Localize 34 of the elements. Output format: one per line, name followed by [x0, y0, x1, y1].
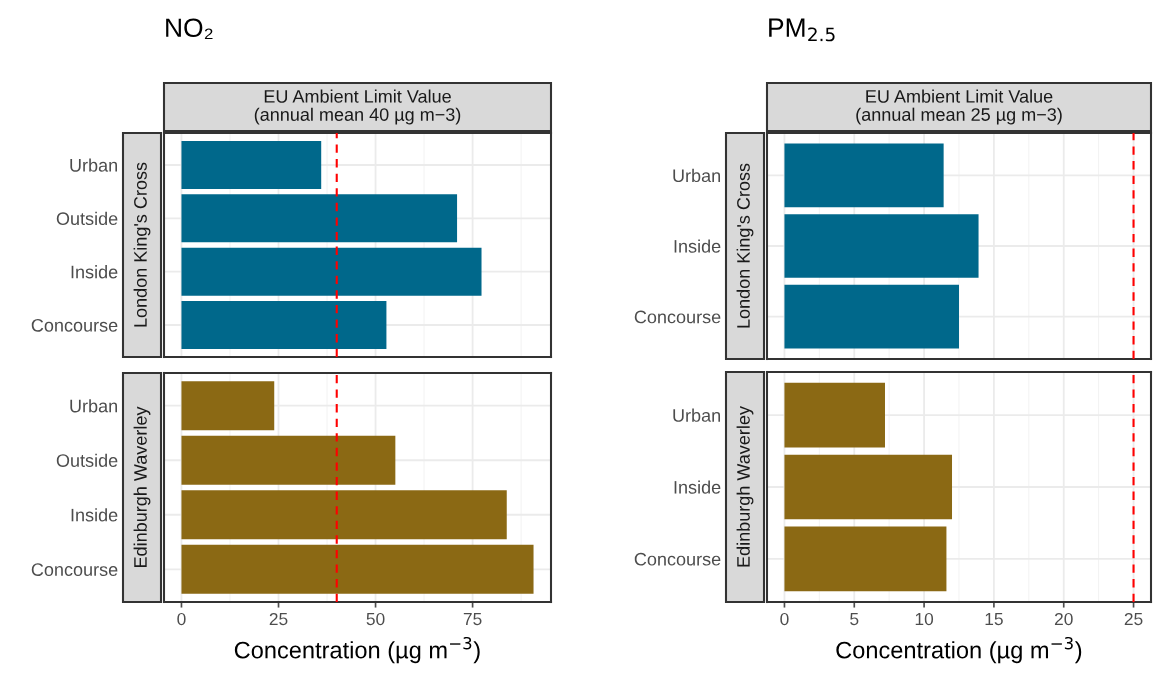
y-tick-label: Urban [70, 399, 117, 413]
x-tick-label: 10 [915, 612, 934, 626]
x-axis-title: Concentration (µg m$^{−3}$) [836, 636, 1082, 664]
y-tick-label: Concourse [634, 310, 721, 324]
y-tick-label: Urban [673, 168, 720, 183]
x-tick-label: 50 [366, 612, 385, 626]
y-tick-label: Urban [70, 158, 117, 172]
x-tick-label: 25 [269, 612, 288, 626]
y-tick-label: Inside [674, 480, 721, 494]
chart-subtitle: EU Ambient Limit Value (annual mean 25 µg m−3) [856, 89, 1062, 125]
y-tick-label: Outside [56, 453, 118, 467]
chart-title: PM$_{2.5}$ [769, 18, 835, 42]
x-tick-label: 15 [985, 613, 1003, 626]
y-tick-label: Urban [673, 408, 720, 422]
x-tick-label: 25 [1124, 612, 1143, 626]
chart-subtitle: EU Ambient Limit Value (annual mean 40 µg m−3) [254, 89, 461, 125]
y-tick-label: Outside [56, 211, 118, 226]
y-axis-title: London King's Cross [133, 162, 151, 327]
y-tick-label: Concourse [634, 552, 721, 566]
x-tick-label: 20 [1054, 612, 1073, 626]
y-axis-title: Edinburgh Waverley [736, 406, 754, 567]
y-tick-label: Inside [674, 239, 721, 253]
x-tick-label: 75 [463, 613, 482, 626]
y-axis-title: London King's Cross [736, 163, 754, 328]
x-tick-label: 0 [177, 612, 186, 626]
y-tick-label: Inside [71, 508, 118, 522]
y-tick-label: Inside [71, 265, 118, 279]
y-tick-label: Concourse [31, 318, 118, 332]
x-axis-title: Concentration (µg m$^{−3}$) [234, 636, 480, 664]
y-axis-title: Edinburgh Waverley [133, 406, 151, 567]
chart-title: NO₂ [166, 18, 213, 40]
x-tick-label: 0 [780, 612, 789, 626]
x-tick-label: 5 [850, 613, 859, 626]
y-tick-label: Concourse [31, 563, 118, 577]
